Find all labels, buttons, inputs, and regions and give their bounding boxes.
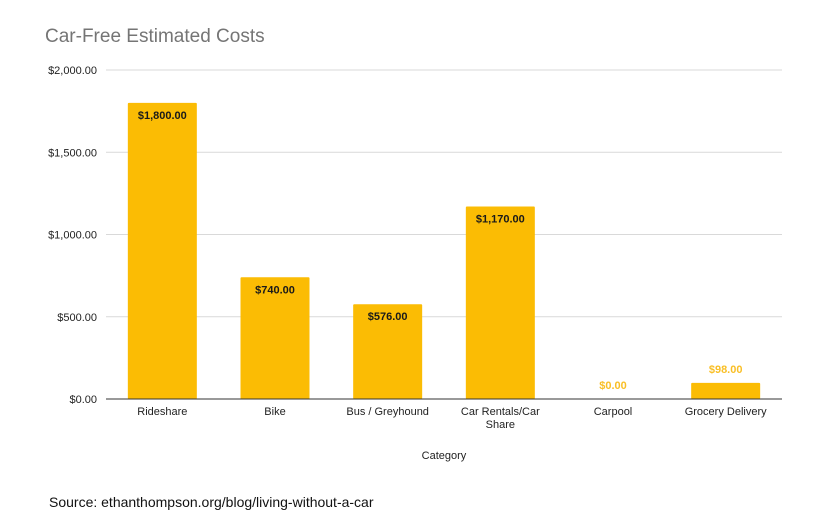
bars [127, 102, 761, 400]
data-label: $98.00 [709, 364, 743, 376]
y-tick-label: $500.00 [57, 312, 97, 324]
gridlines [106, 69, 782, 318]
y-axis-ticks: $0.00 $500.00 $1,000.00 $1,500.00 $2,000.00 [48, 65, 97, 406]
x-tick-label: Carpool [594, 406, 633, 418]
data-label: $740.00 [255, 284, 295, 296]
x-tick-label: Bike [264, 406, 285, 418]
x-tick-label: Bus / Greyhound [346, 406, 429, 418]
bar [465, 206, 535, 399]
chart-title: Car-Free Estimated Costs [45, 26, 265, 47]
y-tick-label: $0.00 [69, 394, 97, 406]
x-tick-label: Car Rentals/Car [461, 406, 540, 418]
y-tick-label: $1,500.00 [48, 147, 97, 159]
bar [353, 304, 423, 399]
bar-chart: Car-Free Estimated Costs $0.00 $500.00 $1,… [45, 26, 782, 462]
x-tick-label: Share [486, 419, 515, 431]
data-label: $1,170.00 [476, 214, 525, 226]
x-axis-title: Category [422, 450, 467, 462]
data-labels: $1,800.00 $740.00 $576.00 $1,170.00 $0.00 $98… [138, 110, 743, 392]
data-label: $1,800.00 [138, 110, 187, 122]
x-axis-ticks: Rideshare Bike Bus / Greyhound Car Rentals/… [137, 406, 767, 431]
x-tick-label: Rideshare [137, 406, 187, 418]
x-tick-label: Grocery Delivery [685, 406, 767, 418]
bar [240, 277, 310, 399]
source-note: Source: ethanthompson.org/blog/living-wi… [49, 494, 374, 510]
y-tick-label: $1,000.00 [48, 230, 97, 242]
data-label: $0.00 [599, 380, 627, 392]
bar [127, 102, 197, 400]
y-tick-label: $2,000.00 [48, 65, 97, 77]
bar [691, 382, 761, 399]
data-label: $576.00 [368, 311, 408, 323]
